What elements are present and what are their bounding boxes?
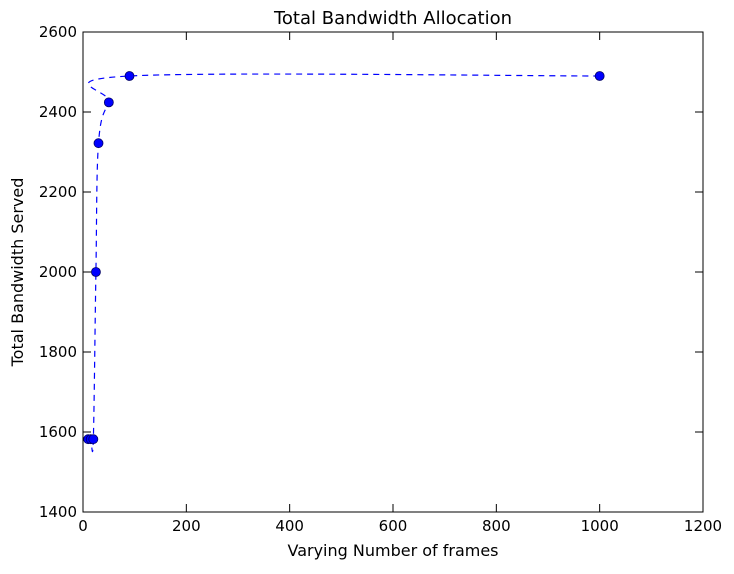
y-tick-label: 2000 [39, 263, 77, 281]
x-tick-label: 1200 [684, 517, 722, 535]
y-axis-label: Total Bandwidth Served [8, 178, 27, 368]
data-point-marker [88, 434, 99, 445]
x-tick-label: 200 [172, 517, 201, 535]
data-point-marker [93, 138, 104, 149]
data-point-marker [103, 97, 114, 108]
x-tick-label: 0 [78, 517, 88, 535]
y-tick-label: 1400 [39, 503, 77, 521]
x-tick-label: 600 [379, 517, 408, 535]
x-tick-label: 400 [275, 517, 304, 535]
plot-area-frame [82, 31, 704, 513]
data-point-marker [594, 71, 605, 81]
y-tick-label: 2400 [39, 103, 77, 121]
y-tick-label: 2600 [39, 23, 77, 41]
x-axis-label: Varying Number of frames [287, 541, 498, 560]
chart-title: Total Bandwidth Allocation [273, 8, 512, 29]
data-point-marker [124, 71, 135, 81]
x-tick-label: 1000 [581, 517, 619, 535]
y-tick-label: 1600 [39, 423, 77, 441]
series-line [87, 73, 600, 453]
data-point-marker [91, 267, 101, 277]
y-tick-label: 2200 [39, 183, 77, 201]
y-tick-label: 1800 [39, 343, 77, 361]
x-tick-label: 800 [482, 517, 511, 535]
